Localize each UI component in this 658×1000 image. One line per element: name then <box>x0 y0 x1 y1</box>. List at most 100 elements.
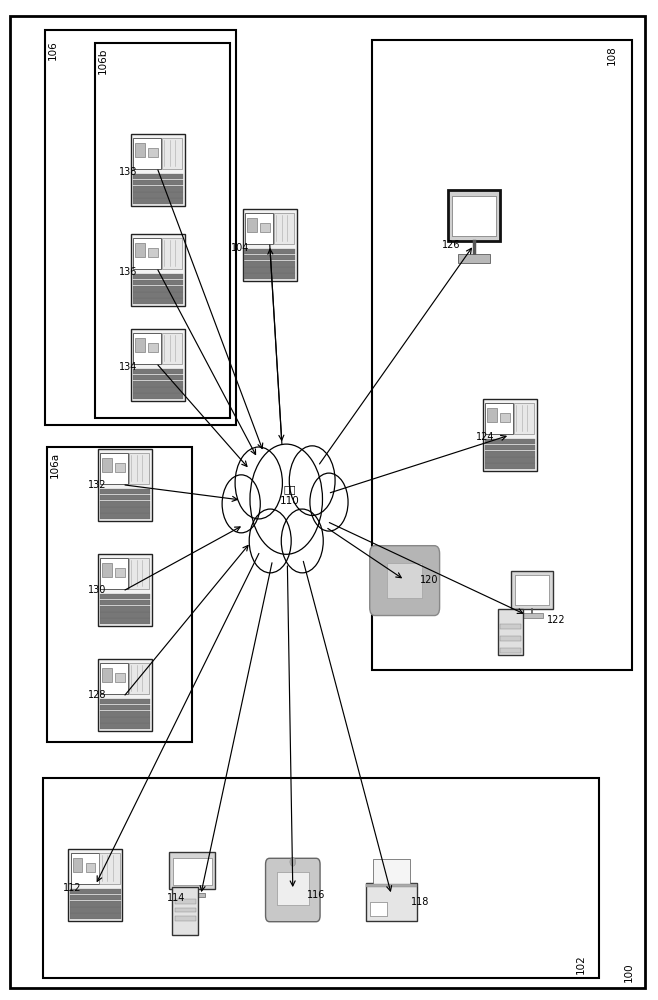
Bar <box>43 778 599 978</box>
Bar <box>70 889 121 894</box>
Text: 106a: 106a <box>50 452 60 478</box>
Bar <box>99 699 151 704</box>
Bar <box>180 893 205 897</box>
Bar <box>136 143 145 157</box>
Bar <box>103 668 112 682</box>
Bar <box>133 238 161 269</box>
Bar <box>100 453 128 484</box>
Bar <box>98 659 152 731</box>
Text: 104: 104 <box>231 243 249 253</box>
Bar <box>366 884 417 887</box>
Bar <box>99 507 151 513</box>
Bar <box>244 267 295 273</box>
Bar <box>244 255 295 260</box>
Text: 114: 114 <box>167 893 186 903</box>
Bar <box>70 913 121 919</box>
Bar <box>132 180 184 185</box>
Bar <box>483 399 537 471</box>
Bar <box>448 190 499 241</box>
Bar <box>132 292 184 298</box>
Bar <box>484 463 536 469</box>
Text: 100: 100 <box>624 962 634 982</box>
Bar <box>484 445 536 450</box>
Text: 136: 136 <box>119 267 138 277</box>
Bar <box>370 902 387 916</box>
Circle shape <box>281 509 323 573</box>
Bar <box>99 513 151 519</box>
Text: 126: 126 <box>442 240 460 250</box>
Bar <box>99 711 151 717</box>
Bar <box>274 213 294 244</box>
Bar <box>131 234 185 306</box>
Bar <box>99 612 151 618</box>
Bar <box>99 705 151 710</box>
Bar <box>500 413 510 422</box>
Bar <box>366 883 417 921</box>
Bar <box>511 571 553 609</box>
Text: 106b: 106b <box>98 48 108 74</box>
Bar <box>520 613 544 618</box>
Bar <box>70 853 99 884</box>
Bar <box>115 568 125 577</box>
Bar <box>103 563 112 577</box>
Bar <box>172 858 212 885</box>
Bar <box>243 209 297 281</box>
Bar <box>132 393 184 399</box>
Bar <box>99 606 151 612</box>
Text: 116: 116 <box>307 890 325 900</box>
Bar <box>45 30 236 425</box>
Bar <box>277 872 309 905</box>
Bar <box>99 600 151 605</box>
Bar <box>498 609 523 655</box>
Bar <box>175 916 196 921</box>
Text: 124: 124 <box>476 432 495 442</box>
Text: 102: 102 <box>576 954 586 974</box>
Bar <box>372 40 632 670</box>
Bar <box>247 218 257 232</box>
Bar <box>132 298 184 304</box>
Bar <box>452 196 495 236</box>
Bar <box>148 248 158 257</box>
Bar <box>515 575 549 605</box>
Bar <box>132 369 184 374</box>
Bar <box>484 457 536 463</box>
Circle shape <box>290 857 295 866</box>
Bar <box>132 375 184 380</box>
Bar <box>47 447 192 742</box>
Bar <box>484 451 536 457</box>
Bar <box>131 134 185 206</box>
Bar <box>99 723 151 729</box>
Bar <box>172 887 199 935</box>
Bar <box>133 333 161 364</box>
Text: 106: 106 <box>47 40 57 60</box>
Circle shape <box>235 447 282 519</box>
Text: 134: 134 <box>119 362 138 372</box>
Bar <box>260 223 270 232</box>
Circle shape <box>222 475 261 533</box>
FancyBboxPatch shape <box>372 859 411 885</box>
Bar <box>132 274 184 279</box>
Text: 112: 112 <box>63 883 82 893</box>
Bar <box>244 273 295 279</box>
Bar <box>175 908 196 912</box>
Circle shape <box>310 473 348 531</box>
Bar <box>132 174 184 179</box>
Bar <box>148 343 158 352</box>
Text: 网络
110: 网络 110 <box>280 484 299 506</box>
Bar <box>132 198 184 204</box>
Bar <box>100 558 128 589</box>
Text: 122: 122 <box>547 615 565 625</box>
Bar <box>99 717 151 723</box>
Bar <box>244 261 295 267</box>
Bar <box>99 501 151 507</box>
Text: 130: 130 <box>88 585 107 595</box>
Bar <box>98 449 152 521</box>
Bar <box>500 648 520 653</box>
Circle shape <box>250 444 322 554</box>
Bar <box>500 624 520 629</box>
Bar <box>169 852 215 889</box>
Bar <box>73 858 82 872</box>
Bar <box>485 403 513 434</box>
Bar <box>132 387 184 393</box>
Bar <box>132 286 184 292</box>
